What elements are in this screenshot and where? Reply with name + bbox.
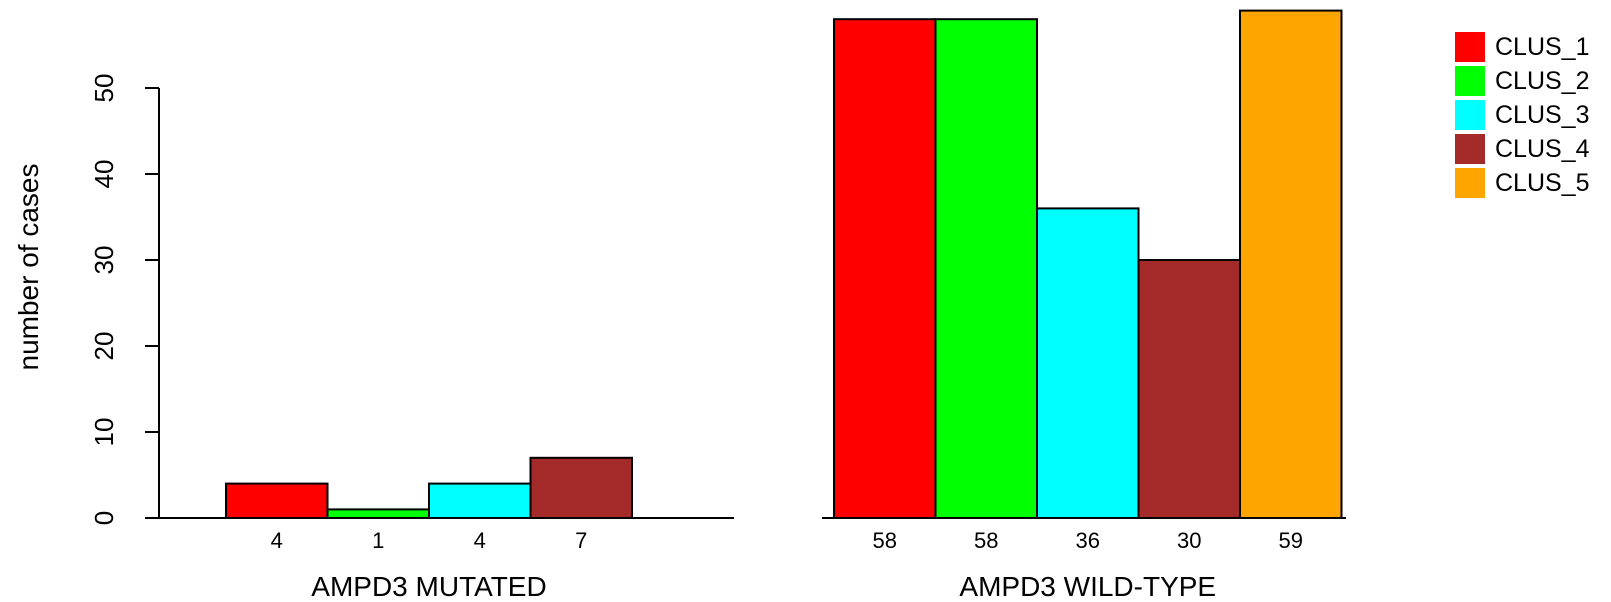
legend-item: CLUS_1 [1455, 30, 1590, 64]
y-tick-label: 50 [89, 74, 119, 103]
legend-swatch [1455, 134, 1485, 164]
legend-swatch [1455, 100, 1485, 130]
legend-swatch [1455, 168, 1485, 198]
bar-clus-1 [225, 482, 329, 520]
legend-item: CLUS_3 [1455, 98, 1590, 132]
legend-item: CLUS_4 [1455, 132, 1590, 166]
bar-count-label: 58 [873, 528, 897, 553]
legend: CLUS_1 CLUS_2 CLUS_3 CLUS_4 CLUS_5 [1455, 30, 1590, 200]
y-axis-label: number of cases [13, 164, 44, 371]
bar-clus-2 [934, 18, 1038, 519]
legend-label: CLUS_4 [1495, 134, 1590, 163]
bar-count-label: 58 [974, 528, 998, 553]
y-tick-label: 0 [89, 511, 119, 525]
bar-clus-5 [1239, 9, 1343, 519]
legend-swatch [1455, 32, 1485, 62]
bar-count-label: 59 [1279, 528, 1303, 553]
bar-count-label: 30 [1177, 528, 1201, 553]
legend-swatch [1455, 66, 1485, 96]
y-tick-label: 10 [89, 418, 119, 447]
bar-count-label: 4 [474, 528, 486, 553]
bar-clus-3 [1036, 207, 1140, 519]
y-tick-label: 20 [89, 332, 119, 361]
bar-count-label: 1 [372, 528, 384, 553]
legend-label: CLUS_1 [1495, 32, 1590, 61]
legend-label: CLUS_3 [1495, 100, 1590, 129]
group-label: AMPD3 WILD-TYPE [959, 571, 1216, 602]
bar-clus-4 [529, 456, 633, 519]
bar-clus-3 [428, 482, 532, 520]
legend-item: CLUS_5 [1455, 166, 1590, 200]
legend-label: CLUS_2 [1495, 66, 1590, 95]
y-tick-label: 40 [89, 160, 119, 189]
bar-count-label: 4 [271, 528, 283, 553]
y-axis: 0 10 20 30 40 50 [89, 74, 160, 525]
bar-clus-4 [1137, 259, 1241, 519]
bar-count-label: 36 [1076, 528, 1100, 553]
legend-item: CLUS_2 [1455, 64, 1590, 98]
bar-count-label: 7 [575, 528, 587, 553]
bar-clus-1 [833, 18, 937, 519]
panel-ampd3-mutated: 4 1 4 7 AMPD3 MUTATED [159, 456, 734, 602]
y-tick-label: 30 [89, 246, 119, 275]
group-label: AMPD3 MUTATED [311, 571, 546, 602]
panel-ampd3-wild-type: 58 58 36 30 59 AMPD3 WILD-TYPE [822, 9, 1346, 602]
bar-clus-2 [326, 508, 430, 519]
legend-label: CLUS_5 [1495, 168, 1590, 197]
